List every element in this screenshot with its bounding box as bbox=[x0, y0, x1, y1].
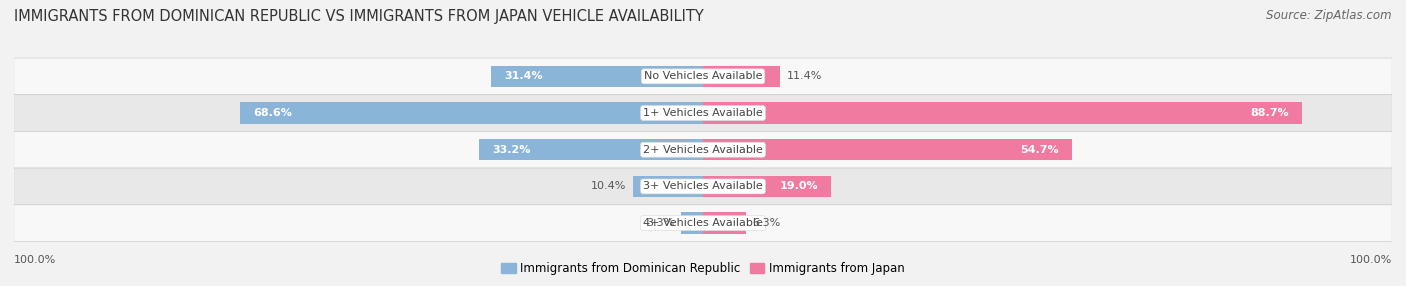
Bar bbox=[681, 212, 703, 234]
Text: 68.6%: 68.6% bbox=[253, 108, 292, 118]
Bar bbox=[239, 102, 703, 124]
Bar bbox=[703, 212, 745, 234]
Text: 33.2%: 33.2% bbox=[492, 145, 530, 155]
Text: No Vehicles Available: No Vehicles Available bbox=[644, 71, 762, 81]
Text: 3+ Vehicles Available: 3+ Vehicles Available bbox=[643, 181, 763, 191]
FancyBboxPatch shape bbox=[14, 95, 1392, 131]
Text: 4+ Vehicles Available: 4+ Vehicles Available bbox=[643, 218, 763, 228]
Text: 10.4%: 10.4% bbox=[591, 181, 626, 191]
Text: 3.3%: 3.3% bbox=[645, 218, 673, 228]
Bar bbox=[491, 66, 703, 87]
Bar bbox=[703, 102, 1302, 124]
Text: 2+ Vehicles Available: 2+ Vehicles Available bbox=[643, 145, 763, 155]
FancyBboxPatch shape bbox=[14, 168, 1392, 205]
Text: 54.7%: 54.7% bbox=[1021, 145, 1059, 155]
Text: 1+ Vehicles Available: 1+ Vehicles Available bbox=[643, 108, 763, 118]
Bar bbox=[703, 66, 780, 87]
Legend: Immigrants from Dominican Republic, Immigrants from Japan: Immigrants from Dominican Republic, Immi… bbox=[496, 258, 910, 280]
FancyBboxPatch shape bbox=[14, 131, 1392, 168]
Text: 100.0%: 100.0% bbox=[14, 255, 56, 265]
Text: 11.4%: 11.4% bbox=[787, 71, 823, 81]
Bar bbox=[703, 139, 1073, 160]
Bar bbox=[703, 176, 831, 197]
Text: 6.3%: 6.3% bbox=[752, 218, 780, 228]
Text: 19.0%: 19.0% bbox=[779, 181, 818, 191]
Text: 88.7%: 88.7% bbox=[1250, 108, 1289, 118]
Text: 100.0%: 100.0% bbox=[1350, 255, 1392, 265]
FancyBboxPatch shape bbox=[14, 58, 1392, 95]
Bar bbox=[633, 176, 703, 197]
Text: Source: ZipAtlas.com: Source: ZipAtlas.com bbox=[1267, 9, 1392, 21]
Text: 31.4%: 31.4% bbox=[505, 71, 543, 81]
FancyBboxPatch shape bbox=[14, 205, 1392, 241]
Text: IMMIGRANTS FROM DOMINICAN REPUBLIC VS IMMIGRANTS FROM JAPAN VEHICLE AVAILABILITY: IMMIGRANTS FROM DOMINICAN REPUBLIC VS IM… bbox=[14, 9, 704, 23]
Bar bbox=[479, 139, 703, 160]
